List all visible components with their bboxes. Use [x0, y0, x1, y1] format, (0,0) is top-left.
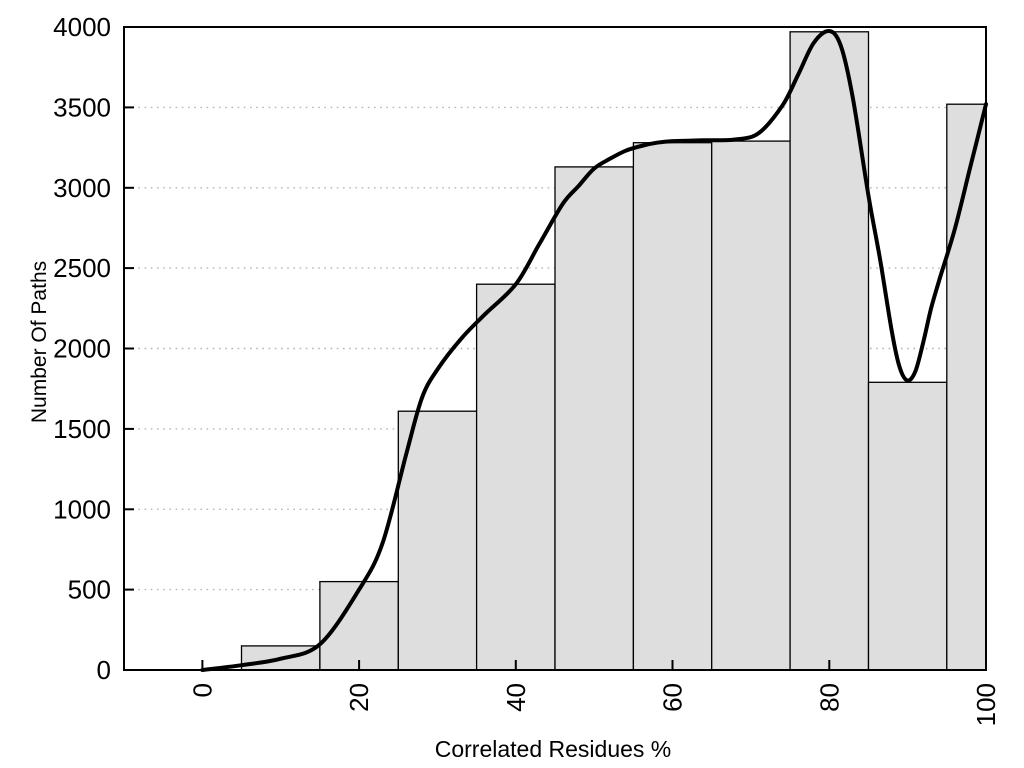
x-tick-label: 0: [187, 683, 217, 697]
x-tick-label: 60: [658, 683, 688, 712]
y-tick-label: 3500: [53, 92, 111, 122]
y-tick-label: 1000: [53, 494, 111, 524]
histogram-bar: [475, 283, 556, 671]
histogram-bar: [711, 140, 791, 671]
y-tick-label: 2500: [53, 253, 111, 283]
y-tick-label: 1500: [53, 414, 111, 444]
x-axis-ticks-layer: 0 20 40 60 80 100: [187, 660, 1001, 726]
y-tick-label: 0: [97, 655, 111, 685]
histogram-bar: [554, 166, 635, 671]
histogram-bars-layer: [240, 31, 987, 671]
smooth-density-curve: [200, 29, 988, 672]
histogram-bar: [789, 31, 870, 671]
y-tick-label: 500: [68, 575, 111, 605]
y-tick-label: 3000: [53, 173, 111, 203]
x-tick-label: 20: [344, 683, 374, 712]
y-tick-label: 4000: [53, 12, 111, 42]
x-tick-label: 80: [814, 683, 844, 712]
histogram-bar: [867, 381, 948, 671]
y-axis-ticks-layer: 0 500 1000 1500 2000 2500 3000 3500 4000: [53, 12, 134, 685]
y-axis-title: Number Of Paths: [28, 261, 51, 423]
y-tick-label: 2000: [53, 334, 111, 364]
histogram-bar: [319, 580, 399, 671]
histogram-bar: [397, 410, 478, 671]
x-axis-title: Correlated Residues %: [435, 736, 672, 762]
x-tick-label: 100: [971, 683, 1001, 726]
histogram-bar: [632, 142, 713, 671]
x-tick-label: 40: [501, 683, 531, 712]
